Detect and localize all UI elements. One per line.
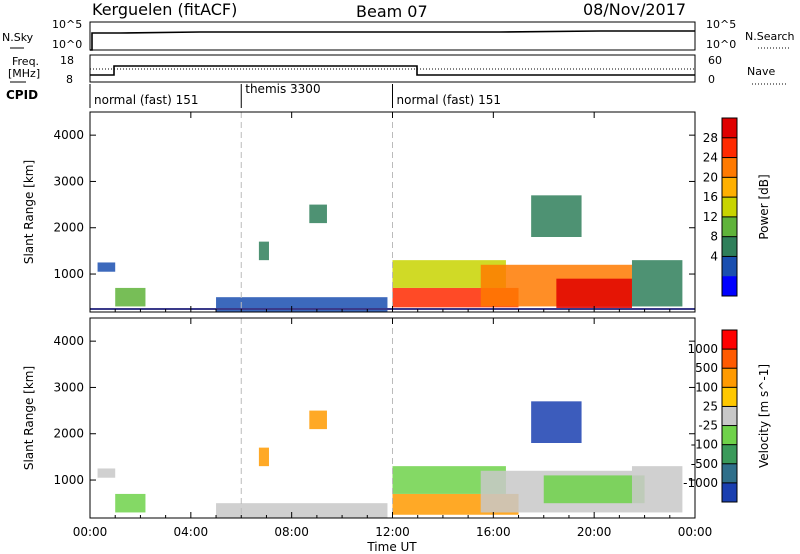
y-tick-label: 4000 xyxy=(53,334,84,348)
nave-tick-bottom: 0 xyxy=(708,73,715,86)
colorbar-tick-label: 24 xyxy=(703,151,718,165)
colorbar-tick-label: 500 xyxy=(695,361,718,375)
cpid-segment-label: normal (fast) 151 xyxy=(94,93,198,107)
colorbar-segment xyxy=(722,118,737,139)
scatter-patch xyxy=(531,195,582,237)
cpid-bar: normal (fast) 151 themis 3300 normal (fast… xyxy=(89,82,501,108)
colorbar-segment xyxy=(722,425,737,446)
colorbar-segment xyxy=(722,406,737,427)
sky-tick-bottom: 10^0 xyxy=(52,38,82,51)
scatter-patch xyxy=(97,262,116,272)
y-tick-label: 2000 xyxy=(53,427,84,441)
scatter-patch xyxy=(543,475,645,504)
scatter-patch xyxy=(115,287,146,307)
scatter-patch xyxy=(556,278,632,309)
sky-tick-top: 10^5 xyxy=(52,18,82,31)
x-tick-label: 04:00 xyxy=(174,525,209,539)
colorbar-frame xyxy=(721,329,738,503)
colorbar-segment xyxy=(722,256,737,277)
nave-label: Nave xyxy=(747,65,775,78)
colorbar-segment xyxy=(722,197,737,218)
colorbar-segment xyxy=(722,387,737,407)
nsky-line xyxy=(90,30,695,51)
colorbar-segment xyxy=(722,157,737,178)
x-tick-label: 16:00 xyxy=(476,525,511,539)
freq-unit-label: [MHz] xyxy=(8,67,40,80)
colorbar-tick-label: -1000 xyxy=(683,476,718,490)
scatter-patch xyxy=(631,466,683,513)
colorbar-tick-label: 1000 xyxy=(687,342,718,356)
colorbar-segment xyxy=(722,349,737,369)
colorbar-segment xyxy=(722,236,737,257)
colorbar-frame xyxy=(721,117,738,297)
y-axis-title: Slant Range [km] xyxy=(22,366,36,470)
colorbar-tick-label: 20 xyxy=(703,170,718,184)
x-tick-label: 20:00 xyxy=(577,525,612,539)
colorbar-tick-label: -25 xyxy=(698,419,718,433)
colorbar-title: Velocity [m s^-1] xyxy=(757,364,771,468)
colorbar-tick-label: 25 xyxy=(703,399,718,413)
y-tick-label: 4000 xyxy=(53,128,84,142)
freq-tick-top: 18 xyxy=(60,54,74,67)
colorbar-tick-label: 16 xyxy=(703,190,718,204)
colorbar-title: Power [dB] xyxy=(757,174,771,239)
scatter-patch xyxy=(309,204,327,224)
x-tick-label: 08:00 xyxy=(274,525,309,539)
cpid-segment-label: themis 3300 xyxy=(245,82,320,96)
freq-panel: Freq. [MHz] 18 8 60 0 Nave xyxy=(8,54,786,86)
station-title: Kerguelen (fitACF) xyxy=(92,0,237,19)
x-axis-title: Time UT xyxy=(366,540,417,554)
colorbar-segment xyxy=(722,177,737,198)
colorbar-tick-label: 28 xyxy=(703,131,718,145)
nave-tick-top: 60 xyxy=(708,54,722,67)
nsearch-label: N.Search xyxy=(745,30,795,43)
scatter-patch xyxy=(216,503,388,518)
power-panel: 1000 2000 3000 4000 Slant Range [km] 28 24 20 16… xyxy=(22,111,771,313)
date-label: 08/Nov/2017 xyxy=(583,0,686,19)
freq-tick-bottom: 8 xyxy=(66,73,73,86)
beam-label: Beam 07 xyxy=(356,2,428,21)
cpid-segment-label: normal (fast) 151 xyxy=(397,93,501,107)
colorbar-tick-label: 8 xyxy=(710,230,718,244)
y-axis-title: Slant Range [km] xyxy=(22,160,36,264)
colorbar-segment xyxy=(722,463,737,484)
cpid-label: CPID xyxy=(6,88,38,102)
scatter-patch xyxy=(631,260,683,307)
scatter-patch xyxy=(258,447,269,467)
scatter-patch xyxy=(309,410,327,430)
colorbar-segment xyxy=(722,276,737,297)
search-tick-top: 10^5 xyxy=(706,18,736,31)
y-tick-label: 2000 xyxy=(53,221,84,235)
colorbar-segment xyxy=(722,444,737,465)
y-tick-label: 3000 xyxy=(53,380,84,394)
colorbar-segment xyxy=(722,137,737,159)
x-tick-label: 12:00 xyxy=(375,525,410,539)
y-tick-label: 1000 xyxy=(53,267,84,281)
scatter-patch xyxy=(115,493,146,513)
y-tick-label: 3000 xyxy=(53,174,84,188)
colorbar-segment xyxy=(722,368,737,388)
y-tick-label: 1000 xyxy=(53,473,84,487)
colorbar-segment xyxy=(722,330,737,350)
nsky-label: N.Sky xyxy=(2,31,34,44)
colorbar-tick-label: -500 xyxy=(691,457,718,471)
colorbar-tick-label: 4 xyxy=(710,249,718,263)
colorbar-segment xyxy=(722,482,737,503)
velocity-panel: 00:00 04:00 08:00 12:00 16:00 20:00 00:00 1000 2… xyxy=(22,317,771,539)
colorbar-tick-label: -100 xyxy=(691,438,718,452)
scatter-patch xyxy=(97,468,116,478)
freq-line xyxy=(90,65,695,76)
x-tick-label: 00:00 xyxy=(678,525,713,539)
scatter-patch xyxy=(531,401,582,443)
sky-panel: N.Sky 10^5 10^0 10^5 10^0 N.Search xyxy=(2,18,795,51)
colorbar-segment xyxy=(722,216,737,238)
colorbar-tick-label: 12 xyxy=(703,210,718,224)
scatter-patch xyxy=(258,241,269,261)
colorbar-tick-label: 100 xyxy=(695,380,718,394)
x-tick-label: 00:00 xyxy=(73,525,108,539)
freq-label: Freq. xyxy=(12,55,39,68)
search-tick-bottom: 10^0 xyxy=(706,38,736,51)
